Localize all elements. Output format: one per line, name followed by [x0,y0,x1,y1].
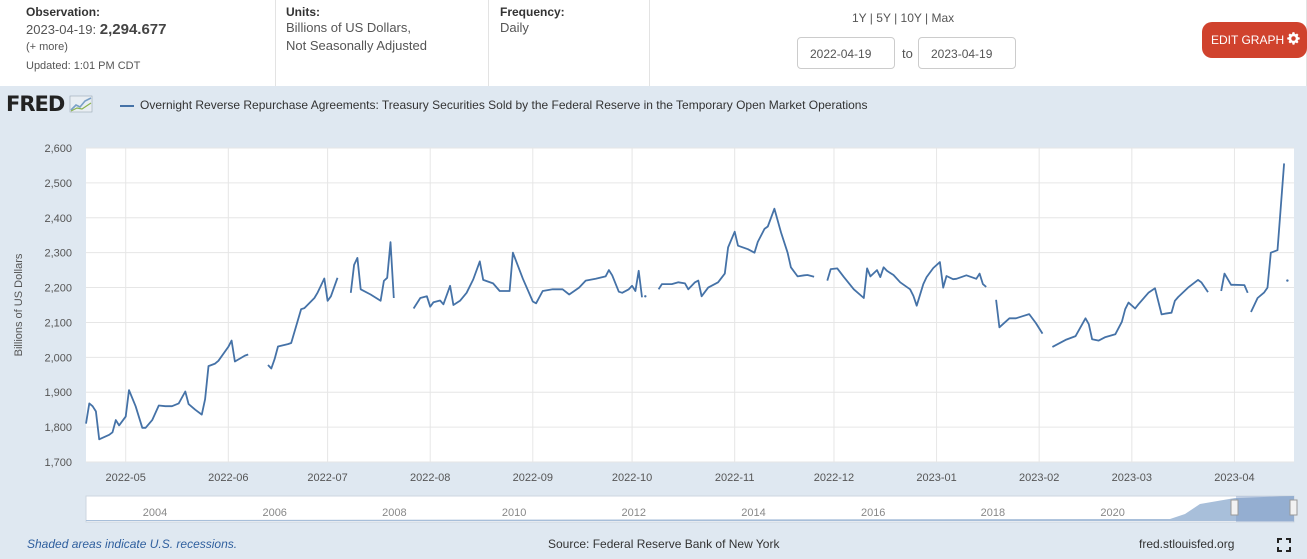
recession-note: Shaded areas indicate U.S. recessions. [27,537,238,551]
x-tick-label: 2022-10 [612,472,652,484]
series-point [1286,279,1289,282]
y-tick-label: 2,400 [44,213,72,225]
x-tick-label: 2022-11 [715,472,755,484]
period-10y[interactable]: 10Y [900,11,922,25]
navigator-year-label: 2016 [861,507,885,519]
navigator-series-area [86,496,1294,521]
updated-time: Updated: 1:01 PM CDT [26,60,141,72]
info-bar: Observation: 2023-04-19: 2,294.677 (+ mo… [0,0,1307,86]
y-tick-label: 2,200 [44,283,72,295]
series-line [995,299,1044,335]
navigator-year-label: 2006 [262,507,286,519]
period-selector: 1Y | 5Y | 10Y | Max [852,11,955,25]
start-date-input[interactable]: 2022-04-19 [797,37,895,69]
observation-date: 2023-04-19: [26,22,97,37]
x-tick-label: 2023-01 [916,472,956,484]
series-line [1250,163,1285,313]
series-line [826,261,987,307]
navigator-left-handle[interactable] [1230,499,1239,516]
fred-logo[interactable]: FRED [6,92,93,116]
series-line [349,241,395,302]
divider [488,0,489,86]
frequency-value: Daily [500,20,529,35]
x-tick-label: 2023-04 [1214,472,1254,484]
navigator-year-label: 2010 [502,507,526,519]
y-tick-label: 2,500 [44,178,72,190]
navigator-year-label: 2012 [622,507,646,519]
x-tick-label: 2023-03 [1112,472,1152,484]
period-max[interactable]: Max [931,11,955,25]
gear-icon [1287,32,1300,45]
divider [275,0,276,86]
x-tick-label: 2022-05 [106,472,146,484]
series-swatch [120,104,134,107]
navigator-selection[interactable] [1236,496,1294,522]
frequency-label: Frequency: [500,5,565,19]
series-legend: Overnight Reverse Repurchase Agreements:… [120,98,867,112]
y-axis-label: Billions of US Dollars [13,253,25,356]
period-5y[interactable]: 5Y [876,11,891,25]
fred-logo-chart-icon [69,95,93,113]
series-title: Overnight Reverse Repurchase Agreements:… [140,98,868,112]
units-line-1: Billions of US Dollars, [286,20,411,35]
navigator-right-handle[interactable] [1289,499,1298,516]
to-label: to [902,46,913,61]
divider [649,0,650,86]
navigator-year-label: 2004 [143,507,167,519]
y-tick-label: 1,700 [44,457,72,469]
series-line [267,277,339,370]
series-line [85,339,249,441]
y-tick-label: 2,000 [44,352,72,364]
units-label: Units: [286,5,320,19]
series-line [1051,278,1209,348]
y-tick-label: 2,300 [44,248,72,260]
observation-line: 2023-04-19: 2,294.677 [26,21,166,38]
units-line-2: Not Seasonally Adjusted [286,38,427,53]
x-tick-label: 2022-09 [513,472,553,484]
plot-area [86,148,1294,462]
fred-url[interactable]: fred.stlouisfed.org [1139,537,1235,551]
series-line [657,207,815,298]
y-tick-label: 2,600 [44,143,72,155]
series-line [412,251,643,309]
navigator-year-label: 2008 [382,507,406,519]
navigator-year-label: 2020 [1100,507,1124,519]
y-tick-label: 1,800 [44,422,72,434]
more-observations-link[interactable]: (+ more) [26,41,68,53]
edit-graph-button[interactable]: EDIT GRAPH [1202,22,1307,58]
navigator-year-label: 2018 [981,507,1005,519]
y-tick-label: 2,100 [44,317,72,329]
series-line [1220,272,1249,294]
series-point [644,295,647,298]
source-text: Source: Federal Reserve Bank of New York [548,537,780,551]
x-tick-label: 2022-07 [307,472,347,484]
fullscreen-icon[interactable] [1277,538,1291,552]
period-1y[interactable]: 1Y [852,11,867,25]
edit-graph-label: EDIT GRAPH [1211,33,1285,47]
navigator-year-label: 2014 [741,507,765,519]
y-tick-label: 1,900 [44,387,72,399]
observation-value: 2,294.677 [99,21,167,38]
x-tick-label: 2022-12 [814,472,854,484]
fred-logo-text: FRED [6,92,65,116]
observation-label: Observation: [26,5,101,19]
x-tick-label: 2022-06 [208,472,248,484]
navigator[interactable] [85,495,1295,523]
end-date-input[interactable]: 2023-04-19 [918,37,1016,69]
x-tick-label: 2023-02 [1019,472,1059,484]
x-tick-label: 2022-08 [410,472,450,484]
